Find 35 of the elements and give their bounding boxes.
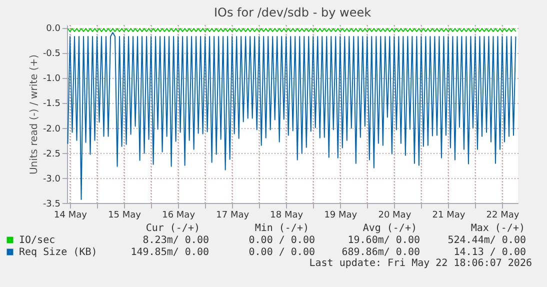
x-tick-label: 16 May — [162, 210, 196, 220]
x-tick-label: 14 May — [54, 210, 88, 220]
y-tick-label: -3.5 — [42, 200, 60, 210]
x-tick-label: 18 May — [270, 210, 304, 220]
text: 0.00 / 0.00 — [248, 235, 315, 246]
x-tick-label: 21 May — [432, 210, 466, 220]
y-axis-title: Units read (-) / write (+) — [28, 54, 40, 175]
legend-label: Req Size (KB) — [19, 247, 98, 258]
y-tick-label: -0.5 — [42, 49, 60, 60]
chart-title: IOs for /dev/sdb - by week — [214, 6, 372, 20]
text: 689.86m/ 0.00 — [342, 247, 420, 258]
text: Last update: Fri May 22 18:06:07 2026 — [309, 258, 532, 269]
y-tick-label: 0.0 — [46, 24, 61, 34]
y-tick-label: -2.5 — [42, 149, 60, 160]
text: 149.85m/ 0.00 — [130, 247, 209, 258]
text: Cur (-/+) — [146, 223, 200, 234]
text: 19.60m/ 0.00 — [348, 235, 420, 246]
x-tick-label: 15 May — [108, 210, 142, 220]
text: Avg (-/+) — [362, 223, 417, 234]
legend-label: IO/sec — [19, 235, 56, 246]
text: Min (-/+) — [254, 223, 309, 234]
y-tick-label: -2.0 — [42, 124, 61, 134]
text: 524.44m/ 0.00 — [448, 235, 526, 246]
x-tick-label: 22 May — [486, 210, 520, 220]
y-tick-label: -1.5 — [42, 99, 60, 110]
line-series — [67, 32, 516, 200]
y-tick-label: -1.0 — [42, 74, 61, 84]
y-tick-label: -3.0 — [42, 174, 61, 184]
x-tick-label: 17 May — [216, 210, 250, 220]
text: 8.23m/ 0.00 — [142, 235, 209, 246]
text: 14.13 / 0.00 — [454, 247, 526, 258]
text: Max (-/+) — [470, 223, 525, 234]
x-tick-label: 19 May — [324, 210, 358, 220]
x-tick-label: 20 May — [378, 210, 412, 220]
text: 0.00 / 0.00 — [248, 247, 315, 258]
